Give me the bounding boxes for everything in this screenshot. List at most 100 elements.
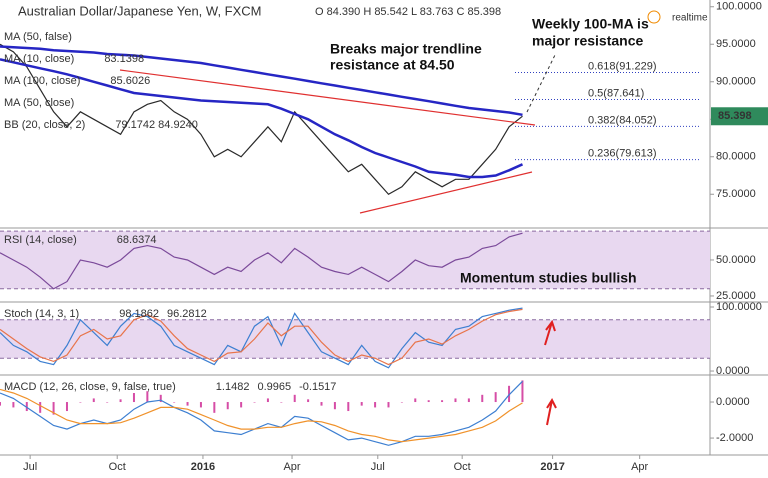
price-badge	[711, 107, 768, 126]
histogram-bar	[119, 399, 122, 403]
histogram-bar	[159, 394, 162, 403]
band	[0, 319, 710, 359]
y-tick-label: -2.0000	[716, 432, 753, 444]
histogram-bar	[427, 400, 430, 403]
histogram-bar	[374, 402, 377, 408]
status-icon	[647, 10, 661, 24]
histogram-bar	[199, 402, 202, 408]
histogram-bar	[454, 398, 457, 403]
y-tick-label: 100.0000	[716, 1, 762, 13]
histogram-bar	[12, 402, 15, 408]
y-tick-label: 25.0000	[716, 290, 756, 302]
x-tick-label: Jul	[371, 461, 385, 473]
legend-name: MA (10, close)	[4, 53, 74, 65]
annotation: major resistance	[532, 33, 643, 49]
histogram-bar	[280, 402, 283, 403]
histogram-bar	[387, 402, 390, 408]
legend-value: 98.1862	[119, 308, 159, 320]
y-tick-label: 50.0000	[716, 254, 756, 266]
series-line	[0, 43, 523, 196]
y-tick-label: 0.0000	[716, 365, 750, 377]
x-tick-label: 2016	[191, 461, 215, 473]
annotation: Momentum studies bullish	[460, 270, 637, 286]
histogram-bar	[52, 402, 55, 415]
histogram-bar	[508, 385, 511, 403]
histogram-bar	[0, 402, 1, 406]
histogram-bar	[360, 402, 363, 406]
histogram-bar	[106, 402, 109, 403]
legend-value: 68.6374	[117, 234, 157, 246]
legend-name: MA (50, false)	[4, 31, 72, 43]
histogram-bar	[414, 398, 417, 403]
x-tick-label: Apr	[283, 461, 300, 473]
trendline	[359, 171, 533, 214]
histogram-bar	[25, 402, 28, 412]
trendline	[119, 69, 536, 126]
y-tick-label: 75.0000	[716, 188, 756, 200]
y-tick-label: 100.0000	[716, 301, 762, 313]
legend-value: 96.2812	[167, 308, 207, 320]
histogram-bar	[226, 402, 229, 410]
x-tick-label: Apr	[631, 461, 648, 473]
y-tick-label: 0.0000	[716, 396, 750, 408]
legend-value: 79.1742 84.9240	[115, 119, 198, 131]
histogram-bar	[347, 402, 350, 412]
histogram-bar	[79, 402, 82, 403]
histogram-bar	[441, 400, 444, 403]
series-line	[0, 308, 523, 366]
status: realtime	[672, 13, 708, 24]
histogram-bar	[173, 402, 176, 403]
y-tick-label: 90.0000	[716, 76, 756, 88]
pane-title: MACD (12, 26, close, 9, false, true)	[4, 381, 176, 393]
histogram-bar	[132, 393, 135, 403]
histogram-bar	[39, 402, 42, 413]
histogram-bar	[253, 402, 256, 403]
legend-value: 1.1482	[216, 381, 250, 393]
legend-value: -0.1517	[299, 381, 336, 393]
series-line	[0, 380, 523, 446]
price-badge-label: 85.398	[718, 110, 752, 122]
x-tick-label: 2017	[540, 461, 564, 473]
histogram-bar	[92, 398, 95, 403]
pointer	[526, 54, 556, 113]
legend-name: BB (20, close, 2)	[4, 119, 85, 131]
annotation: Breaks major trendline	[330, 41, 482, 57]
histogram-bar	[400, 402, 403, 403]
arrow	[546, 397, 557, 426]
fib-label: 0.618(91.229)	[588, 60, 657, 72]
histogram-bar	[320, 402, 323, 406]
pane-title: Stoch (14, 3, 1)	[4, 308, 79, 320]
fib-label: 0.236(79.613)	[588, 148, 657, 160]
histogram-bar	[146, 391, 149, 403]
x-tick-label: Oct	[109, 461, 126, 473]
band	[0, 231, 710, 289]
series-line	[0, 232, 523, 290]
histogram-bar	[240, 402, 243, 408]
fib-label: 0.382(84.052)	[588, 114, 657, 126]
fib-label: 0.5(87.641)	[588, 87, 644, 99]
legend-value: 83.1398	[104, 53, 144, 65]
pane-title: RSI (14, close)	[4, 234, 77, 246]
histogram-bar	[186, 402, 189, 406]
histogram-bar	[307, 399, 310, 403]
series-line	[0, 45, 523, 117]
x-tick-label: Jul	[23, 461, 37, 473]
x-tick-label: Oct	[454, 461, 471, 473]
legend-value: 85.6026	[110, 75, 150, 87]
header-ohlc: O 84.390 H 85.542 L 83.763 C 85.398	[315, 6, 501, 18]
series-line	[0, 58, 524, 179]
y-tick-label: 80.0000	[716, 151, 756, 163]
histogram-bar	[213, 402, 216, 413]
histogram-bar	[65, 402, 68, 412]
annotation: Weekly 100-MA is	[532, 16, 649, 32]
legend-name: MA (100, close)	[4, 75, 80, 87]
y-tick-label: 95.0000	[716, 38, 756, 50]
series-line	[0, 388, 523, 443]
series-line	[0, 307, 523, 369]
histogram-bar	[266, 398, 269, 403]
annotation: resistance at 84.50	[330, 57, 455, 73]
arrow	[544, 319, 556, 346]
header-title: Australian Dollar/Japanese Yen, W, FXCM	[18, 3, 262, 18]
